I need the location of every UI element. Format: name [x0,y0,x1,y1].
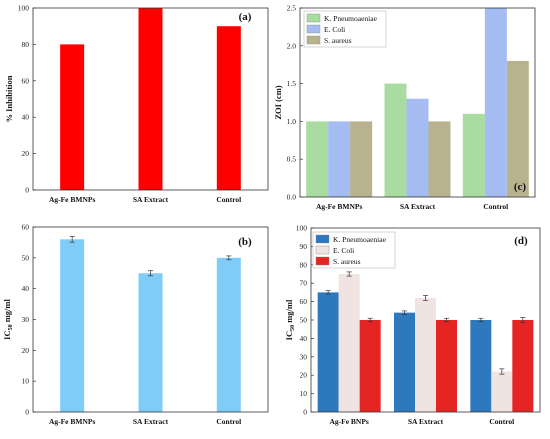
y-tick-label: 20 [300,371,308,380]
y-tick-label: 60 [300,297,308,306]
bar [138,273,163,412]
panel-d-ic50-bacteria-chart: 0 10 20 30 40 50 60 70 80 90 100 Ag-Fe BNPs SA Extra… [284,224,541,426]
y-tick-label: 80 [22,40,30,49]
y-axis-label: % Inhibition [4,75,14,122]
bar [470,320,492,412]
y-tick-label: 60 [22,223,30,232]
y-tick-label: 2.0 [287,41,297,50]
y-axis-label: IC50 mg/ml [2,299,14,340]
legend-swatch [306,13,321,23]
y-tick-label: 40 [300,334,308,343]
bar [317,292,339,412]
x-category-label: Control [216,195,241,204]
y-tick-label: 1.0 [287,117,297,126]
legend-entry: S. aureus [324,36,352,45]
y-tick-label: 50 [300,316,308,325]
legend-entry: E. Coli [324,25,345,34]
y-tick-label: 30 [22,315,30,324]
x-category-label: SA Extract [400,202,436,211]
bar [328,121,351,197]
y-tick-label: 1.5 [287,79,297,88]
y-tick-label: 0 [25,408,29,417]
y-tick-label: 20 [22,149,30,158]
bar [60,44,85,191]
bar [216,26,241,191]
y-tick-label: 70 [300,279,308,288]
y-tick-label: 50 [22,253,30,262]
bar [484,8,507,197]
legend-swatch [315,256,330,266]
bar [406,98,429,197]
bar [306,121,329,197]
x-category-label: Control [216,417,241,426]
plot-frame [32,226,269,413]
bar [491,371,513,412]
panel-c-zoi-chart: 0.0 0.5 1.0 1.5 2.0 2.5 Ag-Fe BMNPs SA Extract C… [273,4,536,211]
y-tick-label: 2.5 [287,4,297,13]
plot-frame [32,7,269,191]
y-tick-label: 0 [303,408,307,417]
y-tick-label: 10 [300,389,308,398]
legend-swatch [306,24,321,34]
y-tick-label: 0.5 [287,155,297,164]
y-tick-label: 0.0 [287,193,297,202]
bar [512,320,534,412]
bar [394,312,415,412]
bar [384,83,407,197]
y-tick-label: 80 [300,260,308,269]
y-tick-label: 30 [300,352,308,361]
x-category-label: Ag-Fe BNPs [329,417,368,426]
bar [436,320,457,412]
bar [462,113,485,197]
bar [216,257,241,412]
bar [338,274,360,412]
legend-swatch [315,234,330,244]
y-tick-label: 60 [22,76,30,85]
bar [415,297,436,412]
panel-label: (c) [514,181,527,193]
bar [60,239,85,412]
x-category-label: Ag-Fe BMNPs [49,195,96,204]
panel-label: (d) [514,235,528,247]
y-tick-label: 0 [25,186,29,195]
x-category-label: Ag-Fe BMNPs [49,417,96,426]
y-tick-label: 10 [22,377,30,386]
panel-label: (a) [239,11,252,23]
panel-a-inhibition-chart: 0 20 40 60 80 100 Ag-Fe BMNPs SA Extract Control… [4,4,269,204]
x-category-label: SA Extract [133,417,169,426]
plot-frame [310,227,541,413]
panel-label: (b) [238,236,252,248]
y-tick-label: 40 [22,113,30,122]
panel-b-ic50-chart: 0 10 20 30 40 50 60 Ag-Fe BMNPs SA Extract Contro… [2,223,269,426]
plot-frame [299,7,536,198]
bar [350,121,373,197]
bar [138,8,163,190]
bar [506,60,529,197]
legend-entry: K. Pneumoaeniae [324,14,378,23]
y-axis-label: IC50 mg/ml [284,299,296,340]
x-category-label: SA Extract [133,195,169,204]
x-category-label: SA Extract [408,417,444,426]
x-category-label: Control [489,417,514,426]
y-tick-label: 100 [18,4,30,13]
y-axis-label: ZOI (cm) [273,85,283,119]
y-tick-label: 100 [296,224,308,233]
legend-swatch [315,245,330,255]
legend-entry: S. aureus [333,257,361,266]
y-tick-label: 40 [22,284,30,293]
x-category-label: Ag-Fe BMNPs [316,202,363,211]
bar [359,320,381,412]
x-category-label: Control [483,202,508,211]
legend-entry: E. Coli [333,246,354,255]
y-tick-label: 20 [22,346,30,355]
legend-swatch [306,35,321,45]
bar [428,121,451,197]
legend-entry: K. Pneumoaeniae [333,235,387,244]
y-tick-label: 90 [300,242,308,251]
